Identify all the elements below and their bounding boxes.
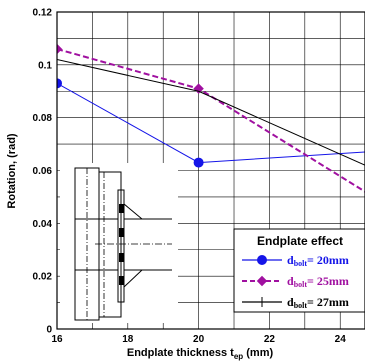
legend-title: Endplate effect — [257, 234, 343, 248]
sketch-background — [60, 163, 178, 323]
y-tick-label: 0.02 — [33, 272, 53, 283]
connection-sketch — [60, 163, 178, 323]
sketch-haunch-bottom — [123, 269, 143, 288]
y-axis-label: Rotation, (rad) — [6, 133, 18, 208]
y-tick-label: 0.04 — [33, 219, 53, 230]
series-line-1 — [57, 82, 365, 164]
sketch-endplate — [117, 189, 125, 303]
legend-label-3: dbolt= 27mm — [287, 295, 349, 310]
x-tick-label: 16 — [51, 334, 63, 345]
sketch-haunch-top — [123, 203, 143, 220]
x-axis-label-unit: (mm) — [243, 347, 273, 359]
sketch-bolt-4 — [119, 276, 124, 285]
series-1-point — [193, 157, 204, 168]
y-tick-label: 0.06 — [33, 166, 53, 177]
series-line-3 — [57, 59, 365, 166]
x-axis-label-subscript: ep — [234, 352, 243, 361]
legend-marker-2 — [256, 275, 268, 287]
tick-labels: 16 18 20 22 24 0 0.02 0.04 0.06 0.08 0.1 0.12 — [33, 8, 347, 346]
x-tick-label: 20 — [193, 334, 205, 345]
x-tick-label: 22 — [264, 334, 276, 345]
y-tick-label: 0.08 — [33, 113, 53, 124]
x-tick-label: 24 — [335, 334, 347, 345]
sketch-bolt-3 — [119, 253, 124, 262]
x-axis-label: Endplate thickness tep (mm) — [127, 347, 274, 361]
series-layer — [57, 43, 365, 193]
legend-label-2: dbolt= 25mm — [287, 274, 349, 289]
sketch-endplate-outline — [98, 171, 122, 318]
legend-items: dbolt= 20mm dbolt= 25mm dbolt= 27mm — [242, 253, 349, 310]
y-tick-label: 0.1 — [38, 60, 52, 71]
y-tick-label: 0 — [46, 325, 52, 336]
legend-marker-1 — [257, 255, 267, 265]
y-tick-label: 0.12 — [33, 8, 53, 19]
legend-label-1: dbolt= 20mm — [287, 253, 349, 268]
legend-box — [233, 228, 365, 313]
sketch-bolt-2 — [119, 228, 124, 237]
series-1-point — [57, 78, 62, 89]
series-2-point — [57, 43, 63, 55]
x-axis-label-main: Endplate thickness t — [127, 347, 234, 359]
sketch-bolt-1 — [119, 204, 124, 213]
plot-frame — [56, 11, 365, 330]
x-tick-label: 18 — [122, 334, 134, 345]
